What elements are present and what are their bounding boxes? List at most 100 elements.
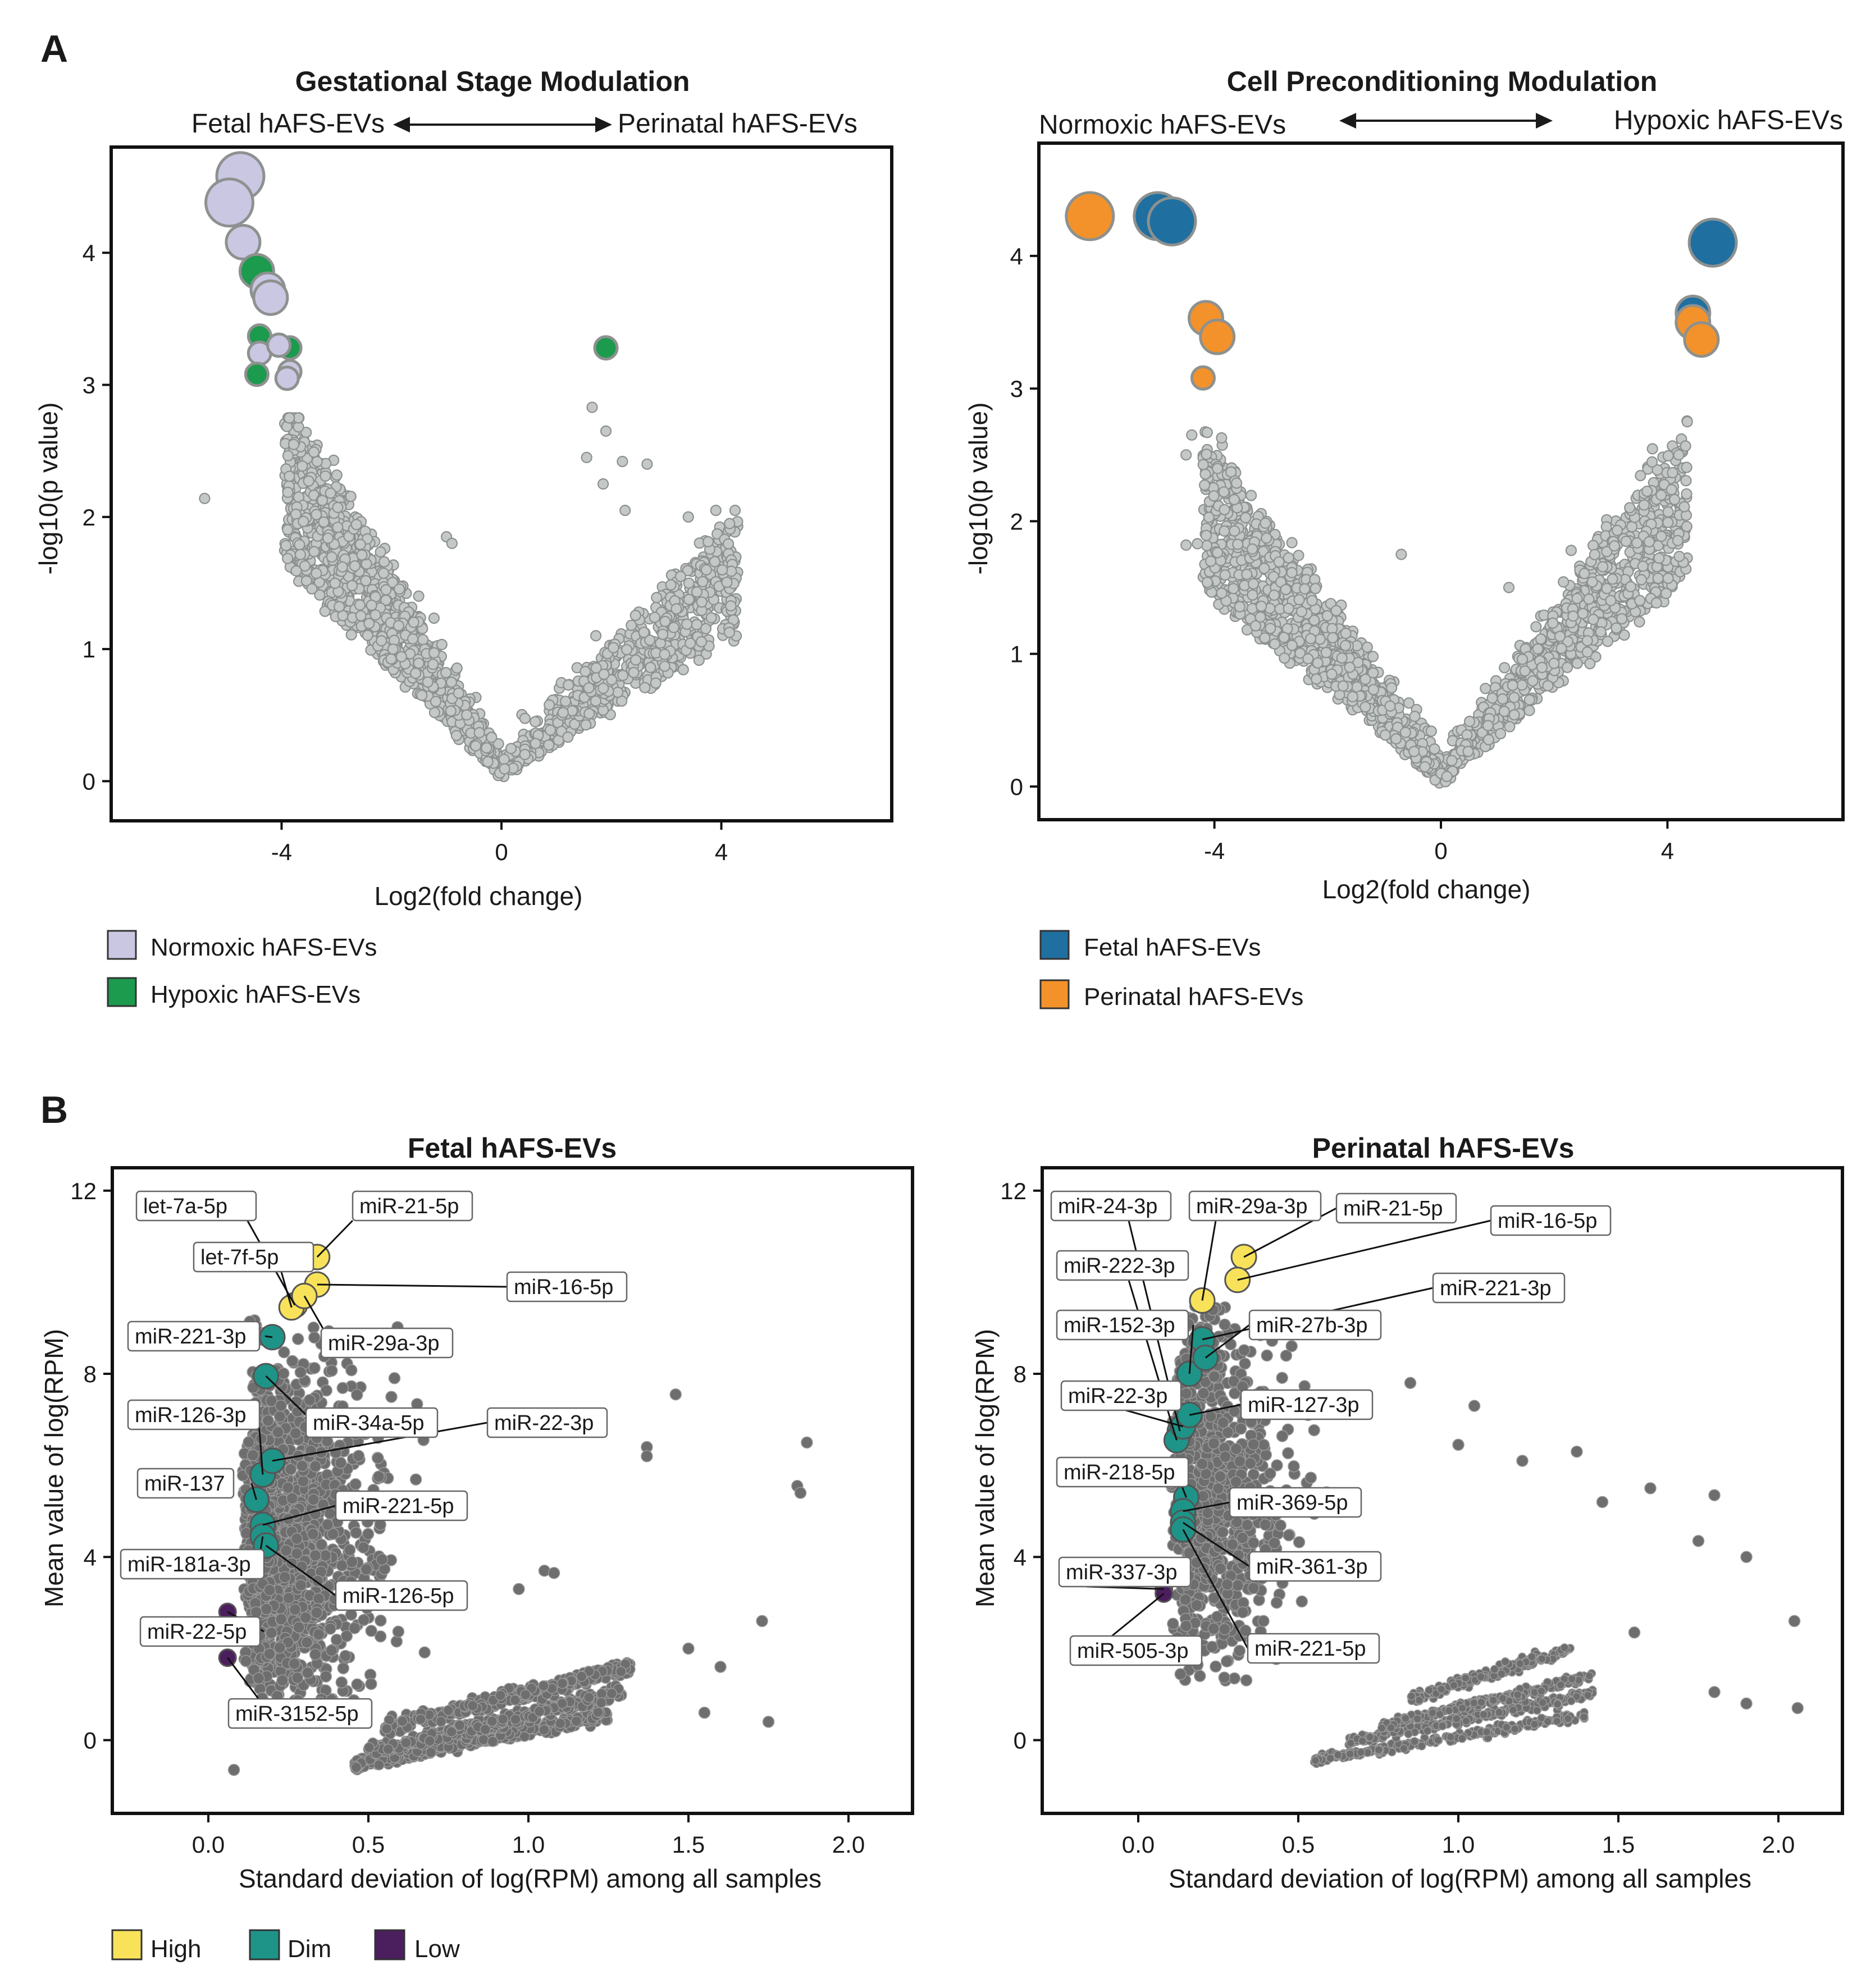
data-point <box>1536 661 1548 674</box>
direction-label-right: Hypoxic hAFS-EVs <box>1614 106 1843 135</box>
data-point <box>1601 583 1613 595</box>
data-point <box>418 1646 431 1659</box>
data-point <box>336 561 348 573</box>
data-point <box>1523 705 1535 716</box>
data-point <box>349 560 361 572</box>
data-point <box>1286 537 1298 549</box>
highlighted-points <box>1065 191 1738 391</box>
legend-label: Fetal hAFS-EVs <box>1084 934 1261 961</box>
data-point <box>369 609 381 621</box>
data-point <box>453 687 464 699</box>
data-point <box>1234 601 1246 613</box>
data-point <box>282 524 294 536</box>
data-point <box>1256 600 1267 613</box>
data-point <box>697 575 709 588</box>
data-point <box>413 590 425 602</box>
data-point <box>705 612 717 624</box>
data-point <box>390 1635 403 1648</box>
data-point <box>1283 552 1294 564</box>
data-point <box>450 729 463 742</box>
data-point <box>691 586 703 598</box>
data-point <box>460 709 473 721</box>
data-point <box>446 537 458 550</box>
data-point <box>336 1382 349 1395</box>
y-tick-label: 3 <box>83 372 95 399</box>
data-point <box>1542 680 1554 692</box>
data-point <box>519 748 531 761</box>
data-point <box>543 739 555 751</box>
data-point <box>299 560 311 572</box>
data-point <box>1681 461 1692 473</box>
y-tick-label: 2 <box>83 504 95 531</box>
data-point <box>1429 743 1440 755</box>
data-point <box>351 1678 363 1691</box>
data-point <box>1395 549 1407 560</box>
data-point <box>1379 729 1391 741</box>
data-point <box>1516 653 1529 665</box>
data-point <box>617 455 628 468</box>
panel-letter-a: A <box>40 28 68 70</box>
highlighted-point <box>1065 191 1115 241</box>
data-point <box>1605 595 1617 606</box>
data-point <box>1620 536 1632 547</box>
data-point <box>1662 450 1674 462</box>
data-point <box>1624 502 1636 514</box>
data-point <box>702 536 714 548</box>
data-point <box>395 651 407 662</box>
data-point <box>1201 577 1213 588</box>
data-point <box>1231 477 1243 489</box>
data-point <box>360 575 372 587</box>
data-point <box>1626 521 1638 533</box>
data-point <box>282 450 294 461</box>
data-point <box>1672 534 1684 547</box>
highlighted-point <box>1190 365 1216 391</box>
data-point <box>583 708 595 720</box>
data-point <box>1305 633 1317 645</box>
data-point <box>530 738 541 750</box>
data-point <box>1326 668 1338 680</box>
data-point <box>291 1333 304 1345</box>
data-point <box>1646 443 1658 455</box>
data-point <box>1495 728 1507 739</box>
data-point <box>1587 614 1599 625</box>
data-point <box>1482 734 1494 746</box>
data-point <box>417 634 429 646</box>
data-point <box>723 627 736 638</box>
y-tick-label: 4 <box>1010 243 1023 269</box>
data-point <box>1197 459 1209 470</box>
data-point <box>1344 661 1356 673</box>
y-tick-label: 3 <box>1010 376 1023 402</box>
data-point <box>598 668 610 680</box>
data-point <box>1337 680 1349 692</box>
legend-a1: Normoxic hAFS-EVs Hypoxic hAFS-EVs <box>107 930 377 1008</box>
data-point <box>650 677 662 689</box>
data-point <box>339 1649 352 1662</box>
data-point <box>349 1478 362 1491</box>
data-point <box>1240 512 1252 524</box>
data-point <box>308 1331 321 1344</box>
data-point <box>1219 504 1230 515</box>
background-points <box>199 401 743 783</box>
data-point <box>316 495 329 506</box>
data-point <box>695 636 708 648</box>
data-point <box>1320 647 1332 659</box>
highlighted-point <box>593 335 619 361</box>
data-point <box>586 401 598 413</box>
data-point <box>366 599 377 611</box>
data-point <box>1219 569 1231 581</box>
data-point <box>1646 456 1658 468</box>
data-point <box>1498 705 1510 717</box>
data-point <box>481 742 492 754</box>
highlighted-point <box>1199 318 1236 355</box>
data-point <box>1419 761 1431 773</box>
data-point <box>1441 770 1453 783</box>
data-point <box>1201 529 1212 541</box>
data-point <box>1504 721 1516 733</box>
data-point <box>1662 572 1674 584</box>
y-tick-label: 0 <box>83 768 95 794</box>
data-point <box>1314 633 1326 645</box>
data-point <box>296 460 308 472</box>
data-point <box>1611 622 1622 634</box>
data-point <box>621 644 633 656</box>
data-point <box>1673 550 1685 563</box>
